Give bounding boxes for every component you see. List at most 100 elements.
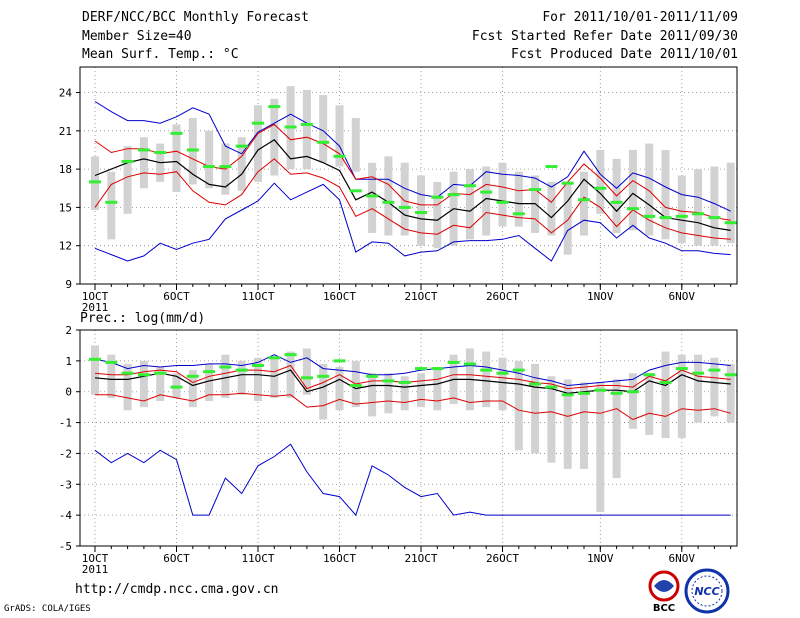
mean-marker (415, 367, 427, 371)
mean-marker (203, 370, 216, 374)
y-tick-label: 18 (59, 163, 72, 176)
spread-box (645, 143, 654, 236)
mean-marker (317, 374, 330, 378)
mean-marker (659, 216, 672, 220)
inner-lower-line (94, 158, 731, 240)
forecast-period-label: For 2011/10/01-2011/11/09 (542, 10, 738, 25)
member-size-label: Member Size=40 (82, 29, 192, 44)
mean-marker (529, 382, 542, 386)
spread-box (335, 105, 344, 167)
chart-title: DERF/NCC/BCC Monthly Forecast (82, 10, 309, 25)
y-tick-label: 1 (65, 355, 72, 368)
mean-marker (186, 148, 199, 152)
y-tick-label: -5 (59, 540, 72, 553)
spread-box (270, 357, 279, 398)
mean-marker (561, 393, 574, 397)
mean-marker (610, 391, 623, 395)
bcc-logo-text: BCC (653, 603, 675, 614)
fcst-produced-label: Fcst Produced Date 2011/10/01 (511, 47, 738, 62)
mean-marker (300, 122, 313, 126)
spread-box (645, 373, 654, 435)
mean-marker (496, 200, 509, 204)
spread-box (205, 363, 214, 401)
spread-box (156, 367, 165, 401)
mean-marker (268, 105, 281, 109)
y-tick-label: 0 (65, 386, 72, 399)
mean-marker (154, 371, 167, 375)
x-tick-label: 26OCT (486, 290, 519, 303)
inner-lower-line (95, 392, 731, 421)
spread-box (563, 181, 572, 255)
spread-box (368, 373, 377, 417)
mean-marker (284, 125, 297, 129)
spread-box (612, 379, 621, 479)
mean-marker (300, 376, 313, 380)
mean-marker (398, 205, 411, 209)
x-tick-label: 6NOV (669, 290, 696, 303)
mean-marker (398, 380, 411, 384)
mean-marker (708, 368, 721, 372)
mean-marker (561, 181, 574, 185)
y-tick-label: 15 (59, 201, 72, 214)
spread-box (563, 379, 572, 469)
x-tick-label: 6OCT (163, 290, 190, 303)
median-line (94, 139, 731, 231)
mean-marker (284, 353, 297, 357)
mean-marker (121, 159, 134, 163)
spread-box (710, 357, 719, 417)
temperature-panel: 9 12 15 18 21 24 1OCT 6OCT 11OCT 16OCT 21OCT 26OCT 1… (59, 66, 738, 314)
mean-marker (235, 368, 248, 372)
mean-marker (170, 385, 183, 389)
y-tick-label: -4 (59, 509, 73, 522)
spread-box (351, 118, 360, 172)
mean-marker (382, 200, 395, 204)
mean-marker (105, 200, 118, 204)
spread-box (384, 373, 393, 414)
mean-marker (578, 391, 590, 395)
x-tick-label: 1NOV (587, 552, 614, 565)
y-tick-label: -2 (59, 447, 72, 460)
spread-box (677, 354, 686, 438)
mean-marker (154, 151, 167, 155)
mean-marker (105, 360, 118, 364)
spread-box (677, 175, 686, 244)
spread-box (319, 95, 328, 163)
mean-marker (366, 374, 379, 378)
x-year-label: 2011 (82, 301, 109, 314)
x-tick-label: 6NOV (669, 552, 696, 565)
spread-box (498, 162, 507, 227)
x-tick-label: 21OCT (404, 552, 437, 565)
spread-box (123, 363, 132, 411)
outer-lower-line (94, 443, 731, 517)
spread-box (237, 360, 246, 395)
y-tick-label: 12 (59, 240, 72, 253)
mean-marker (219, 165, 232, 169)
x-tick-label: 1NOV (587, 290, 614, 303)
spread-box (482, 351, 491, 408)
y-tick-label: -1 (59, 417, 72, 430)
source-url[interactable]: http://cmdp.ncc.cma.gov.cn (75, 582, 279, 597)
variable-label: Mean Surf. Temp.: °C (82, 47, 239, 62)
spread-box (661, 149, 670, 240)
grads-credit: GrADS: COLA/IGES (4, 604, 91, 614)
ncc-logo-inner-ring (691, 575, 723, 607)
plot-frame (79, 66, 738, 285)
spread-box (139, 360, 148, 408)
mean-marker (659, 380, 672, 384)
y-tick-label: 21 (59, 125, 72, 138)
x-tick-label: 6OCT (163, 552, 190, 565)
mean-marker (529, 188, 542, 192)
inner-upper-line (94, 123, 731, 221)
x-tick-label: 16OCT (323, 552, 356, 565)
median-line (94, 369, 731, 394)
mean-marker (675, 367, 688, 371)
mean-marker (708, 216, 721, 220)
mean-marker (235, 144, 248, 148)
mean-marker (89, 180, 101, 184)
spread-box (221, 354, 230, 398)
spread-box (596, 382, 605, 513)
spread-box (710, 166, 719, 246)
mean-marker (431, 195, 444, 199)
